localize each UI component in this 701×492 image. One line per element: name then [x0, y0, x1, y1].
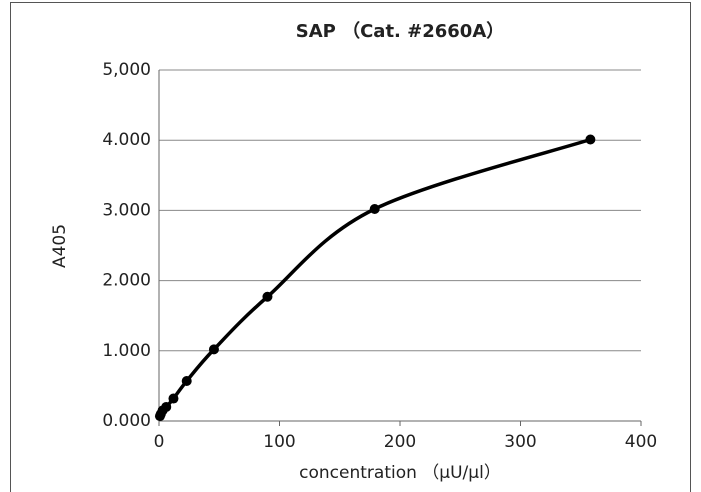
point	[181, 375, 192, 386]
x-tick-label: 0	[154, 432, 165, 452]
y-tick-label: 2.000	[102, 271, 151, 291]
point	[262, 291, 273, 302]
y-tick-label: 0.000	[102, 411, 151, 431]
x-tick-label: 100	[263, 432, 295, 452]
point	[369, 203, 380, 214]
x-tick-label: 400	[625, 432, 657, 452]
chart-frame	[10, 2, 691, 492]
y-tick-label: 1.000	[102, 341, 151, 361]
line	[158, 137, 591, 417]
chart-title: SAP （Cat. #2660A）	[296, 21, 505, 42]
y-axis-label: A405	[50, 224, 70, 268]
x-tick-label: 200	[384, 432, 416, 452]
y-tick-label: 3.000	[102, 200, 151, 220]
x-axis-label: concentration （μU/μl）	[299, 463, 501, 483]
y-tick-label: 5,000	[102, 60, 151, 80]
point	[161, 401, 172, 412]
point	[585, 134, 596, 145]
x-tick-label: 300	[504, 432, 536, 452]
point	[168, 393, 179, 404]
point	[208, 344, 219, 355]
y-tick-label: 4.000	[102, 130, 151, 150]
